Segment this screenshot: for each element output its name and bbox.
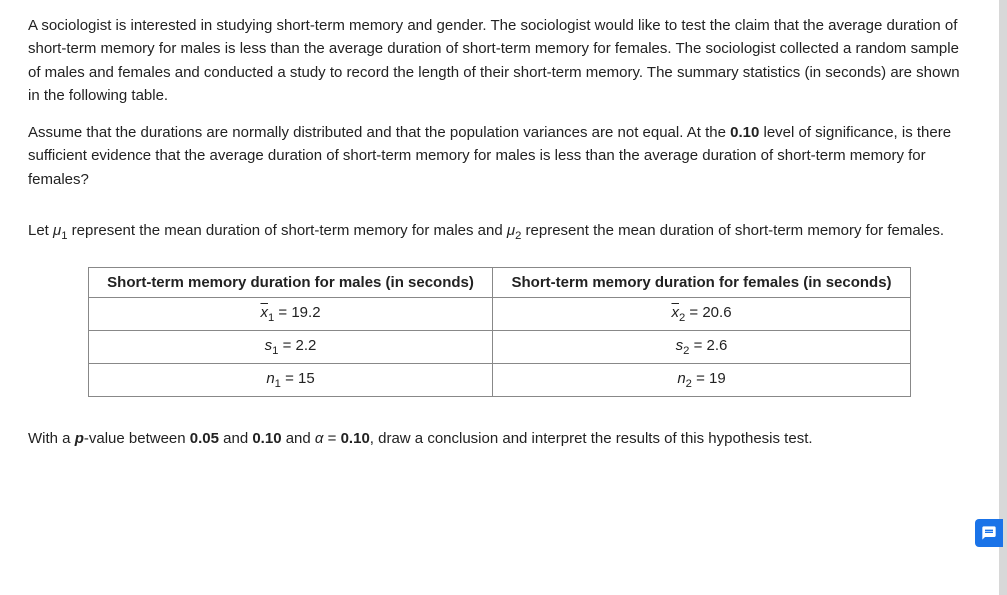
text-segment: represent the mean duration of short-ter… [68,222,507,239]
chat-icon [981,525,997,541]
table-header-row: Short-term memory duration for males (in… [89,268,911,298]
text-segment: Let [28,222,53,239]
table-row: x1 = 19.2 x2 = 20.6 [89,298,911,331]
n2-value: = 19 [692,370,726,387]
question-page: A sociologist is interested in studying … [0,0,999,595]
mu2-symbol: μ [507,222,515,239]
text-segment: = [323,430,340,447]
cell-n1: n1 = 15 [89,364,493,397]
text-segment: represent the mean duration of short-ter… [521,222,944,239]
pval-high: 0.10 [252,430,281,447]
paragraph-assumptions: Assume that the durations are normally d… [28,121,971,191]
alpha-level-value: 0.10 [730,124,759,141]
n-symbol: n [266,370,274,387]
xbar2-value: = 20.6 [685,304,731,321]
text-segment: Assume that the durations are normally d… [28,124,730,141]
xbar-symbol: x [260,304,268,321]
text-segment: With a [28,430,75,447]
cell-n2: n2 = 19 [493,364,911,397]
text-segment: -value between [84,430,190,447]
summary-table-wrap: Short-term memory duration for males (in… [28,267,971,397]
n1-value: = 15 [281,370,315,387]
alpha-value: 0.10 [341,430,370,447]
header-males: Short-term memory duration for males (in… [89,268,493,298]
paragraph-conclusion-prompt: With a p-value between 0.05 and 0.10 and… [28,427,971,450]
text-segment: , draw a conclusion and interpret the re… [370,430,813,447]
xbar-symbol: x [671,304,679,321]
table-row: s1 = 2.2 s2 = 2.6 [89,331,911,364]
n-symbol: n [677,370,685,387]
header-females: Short-term memory duration for females (… [493,268,911,298]
cell-xbar1: x1 = 19.2 [89,298,493,331]
paragraph-intro: A sociologist is interested in studying … [28,14,971,107]
p-symbol: p [75,430,84,447]
text-segment: and [219,430,252,447]
cell-s2: s2 = 2.6 [493,331,911,364]
s1-value: = 2.2 [278,337,316,354]
summary-statistics-table: Short-term memory duration for males (in… [88,267,911,397]
chat-button[interactable] [975,519,1003,547]
xbar1-value: = 19.2 [274,304,320,321]
cell-xbar2: x2 = 20.6 [493,298,911,331]
table-row: n1 = 15 n2 = 19 [89,364,911,397]
text-segment: and [282,430,315,447]
pval-low: 0.05 [190,430,219,447]
cell-s1: s1 = 2.2 [89,331,493,364]
paragraph-let-mu: Let μ1 represent the mean duration of sh… [28,219,971,245]
s2-value: = 2.6 [689,337,727,354]
